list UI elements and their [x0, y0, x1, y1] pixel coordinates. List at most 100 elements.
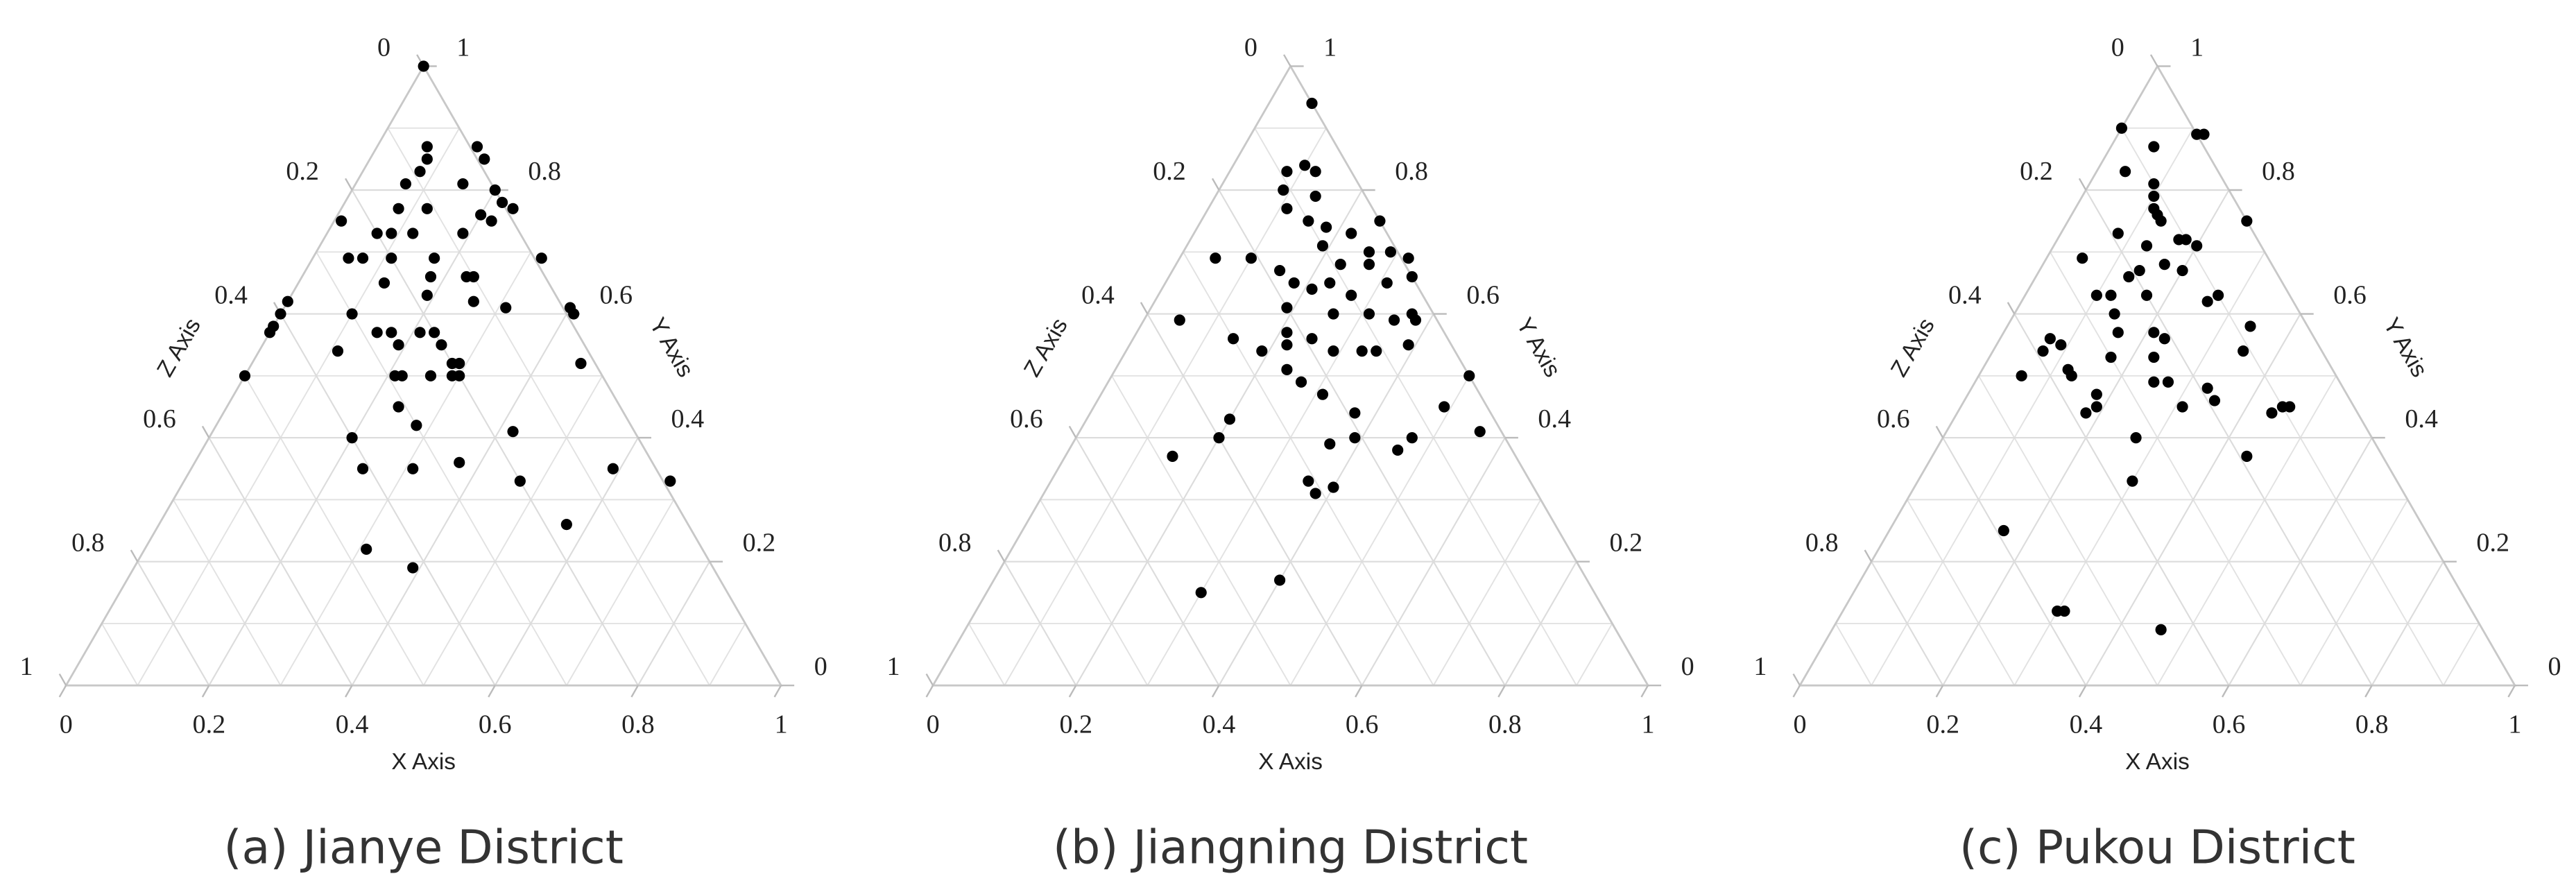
data-point — [393, 339, 404, 351]
z-tick-label: 0.8 — [1805, 529, 1839, 558]
z-tick — [201, 425, 210, 438]
data-point — [507, 426, 519, 438]
data-point — [371, 228, 383, 239]
z-tick-label: 0.2 — [1153, 157, 1186, 186]
data-point — [2148, 178, 2160, 190]
triangle-frame — [1798, 64, 2517, 687]
z-tick — [1211, 178, 1220, 191]
data-point — [1213, 432, 1225, 444]
data-point — [1346, 289, 1357, 301]
data-point — [421, 203, 433, 214]
data-point — [1256, 345, 1268, 357]
data-point — [1281, 339, 1293, 351]
data-point — [346, 432, 358, 444]
panel-caption: (c) Pukou District — [1959, 820, 2355, 874]
x-tick — [925, 685, 934, 698]
panel-caption: (a) Jianye District — [223, 820, 623, 874]
data-point — [407, 562, 419, 574]
grid-line — [1576, 623, 1613, 686]
data-point — [2155, 215, 2167, 227]
data-point — [575, 357, 587, 370]
data-point — [1321, 221, 1332, 233]
z-tick-label: 1 — [886, 652, 900, 681]
y-tick-label: 0.2 — [2476, 529, 2509, 558]
data-point — [1363, 308, 1375, 320]
data-point — [1281, 363, 1293, 375]
grid-line — [2371, 561, 2444, 686]
data-point — [1349, 407, 1361, 419]
data-point — [1406, 432, 1418, 444]
data-point — [1174, 314, 1185, 326]
z-tick — [1935, 425, 1944, 438]
x-axis-title: X Axis — [1258, 749, 1323, 775]
grid-line — [566, 499, 675, 686]
y-tick-label: 0.6 — [1466, 280, 1500, 309]
data-point — [1195, 587, 1207, 599]
data-point — [1324, 277, 1336, 289]
data-point — [264, 327, 276, 338]
data-point — [2077, 252, 2088, 264]
data-point — [2112, 228, 2124, 239]
data-point — [535, 252, 547, 264]
data-point — [2191, 240, 2203, 252]
data-point — [2244, 320, 2256, 332]
x-tick — [1935, 685, 1944, 698]
data-point — [1310, 190, 1321, 203]
data-point — [421, 289, 433, 301]
z-axis-title: Z Axis — [1019, 314, 1072, 381]
x-tick-label: 0.4 — [336, 710, 369, 739]
data-point — [275, 308, 286, 320]
data-point — [2066, 370, 2077, 381]
x-tick-label: 0.6 — [1346, 710, 1379, 739]
grid-line — [1111, 375, 1291, 686]
data-point — [1281, 203, 1293, 214]
data-point — [2123, 271, 2135, 283]
data-point — [1316, 240, 1329, 252]
y-tick-label: 0 — [814, 652, 827, 681]
data-point — [2090, 289, 2102, 301]
data-point — [457, 228, 469, 239]
y-tick-label: 0.6 — [599, 280, 633, 309]
grid-line — [2442, 623, 2480, 686]
x-tick — [1211, 685, 1220, 698]
x-tick — [2078, 685, 2087, 698]
data-point — [407, 228, 419, 239]
data-point — [2176, 264, 2188, 277]
data-point — [418, 60, 429, 72]
data-point — [346, 308, 358, 320]
grid-line — [2013, 314, 2230, 686]
z-tick — [1140, 302, 1149, 315]
grid-line — [637, 561, 710, 686]
data-point — [1278, 184, 1289, 196]
data-point — [1349, 432, 1361, 444]
data-point — [2016, 370, 2027, 381]
data-point — [1281, 327, 1293, 338]
data-point — [1324, 438, 1336, 450]
grid-line — [316, 251, 567, 686]
ternary-panel: 0 0.2 0.4 0.6 0.8 100.20.40.60.8100.20.40.60.… — [1753, 33, 2561, 874]
data-point — [386, 327, 397, 338]
data-point — [1288, 277, 1300, 289]
x-tick-label: 0.2 — [193, 710, 226, 739]
x-tick — [1640, 685, 1649, 698]
data-point — [1406, 271, 1418, 283]
data-point — [1281, 166, 1293, 178]
data-point — [1274, 264, 1286, 277]
z-tick-label: 0.4 — [1081, 280, 1115, 309]
y-tick-label: 0.6 — [2333, 280, 2367, 309]
grid-line — [1183, 251, 1434, 686]
data-point — [1381, 277, 1393, 289]
data-point — [2241, 215, 2253, 227]
data-point — [336, 215, 347, 227]
x-tick-label: 0.2 — [1060, 710, 1093, 739]
data-point — [1374, 215, 1386, 227]
data-point — [2080, 407, 2092, 419]
data-point — [1295, 376, 1307, 388]
grid-line — [2156, 375, 2337, 686]
x-tick — [2364, 685, 2373, 698]
y-tick-label: 0.8 — [1395, 157, 1428, 186]
x-tick-label: 0.8 — [2355, 710, 2389, 739]
y-tick-label: 0.4 — [2405, 404, 2438, 434]
x-axis-title: X Axis — [391, 749, 456, 775]
